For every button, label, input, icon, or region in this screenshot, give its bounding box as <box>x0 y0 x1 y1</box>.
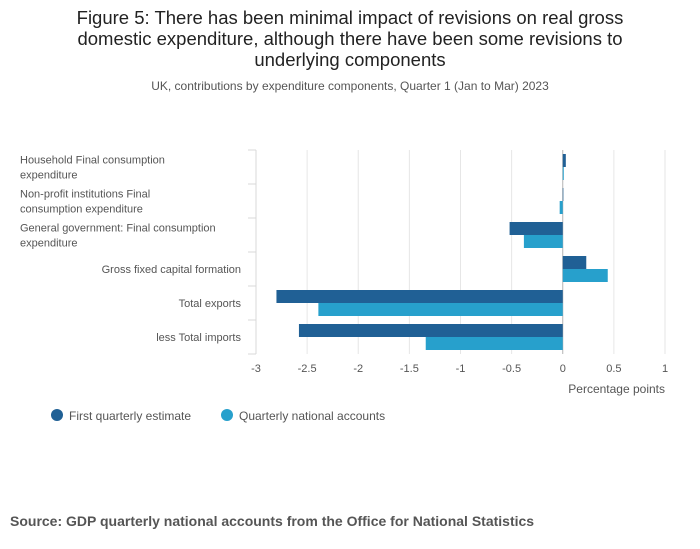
bar-first-quarterly-estimate <box>276 290 563 303</box>
legend-label: Quarterly national accounts <box>239 409 385 423</box>
category-label: General government: Final consumption exp… <box>20 223 216 250</box>
x-axis-label: Percentage points <box>568 382 665 396</box>
legend-marker <box>221 409 233 421</box>
category-label: Gross fixed capital formation <box>102 264 241 276</box>
bar-first-quarterly-estimate <box>562 256 587 269</box>
x-tick-label: -3 <box>251 363 261 375</box>
bar-quarterly-national-accounts <box>559 201 563 214</box>
category-label: Total exports <box>179 298 242 310</box>
bar-first-quarterly-estimate <box>298 324 563 337</box>
chart-subtitle: UK, contributions by expenditure compone… <box>151 79 549 93</box>
x-tick-label: -1.5 <box>400 363 419 375</box>
x-tick-label: -2 <box>353 363 363 375</box>
x-tick-label: -1 <box>456 363 466 375</box>
category-label: Household Final consumption expenditure <box>20 155 165 182</box>
chart-title: Figure 5: There has been minimal impact … <box>76 7 624 70</box>
category-label: Non-profit institutions Final consumption… <box>20 189 150 216</box>
bar-first-quarterly-estimate <box>562 188 564 201</box>
x-tick-label: 1 <box>662 363 668 375</box>
bar-quarterly-national-accounts <box>318 303 563 316</box>
legend-label: First quarterly estimate <box>69 409 191 423</box>
bar-quarterly-national-accounts <box>523 235 563 248</box>
x-tick-label: 0 <box>560 363 566 375</box>
bar-first-quarterly-estimate <box>562 154 566 167</box>
x-tick-label: 0.5 <box>606 363 621 375</box>
bar-quarterly-national-accounts <box>425 337 563 350</box>
source-note: Source: GDP quarterly national accounts … <box>10 513 535 529</box>
x-tick-label: -2.5 <box>298 363 317 375</box>
category-label: less Total imports <box>156 332 241 344</box>
bar-quarterly-national-accounts <box>562 167 564 180</box>
legend-marker <box>51 409 63 421</box>
x-tick-label: -0.5 <box>502 363 521 375</box>
bar-first-quarterly-estimate <box>509 222 563 235</box>
bar-quarterly-national-accounts <box>562 269 608 282</box>
bar-chart: -3 -2.5 -2 -1.5 -1 -0.5 0 0.5 1 Household Final c… <box>20 149 668 423</box>
